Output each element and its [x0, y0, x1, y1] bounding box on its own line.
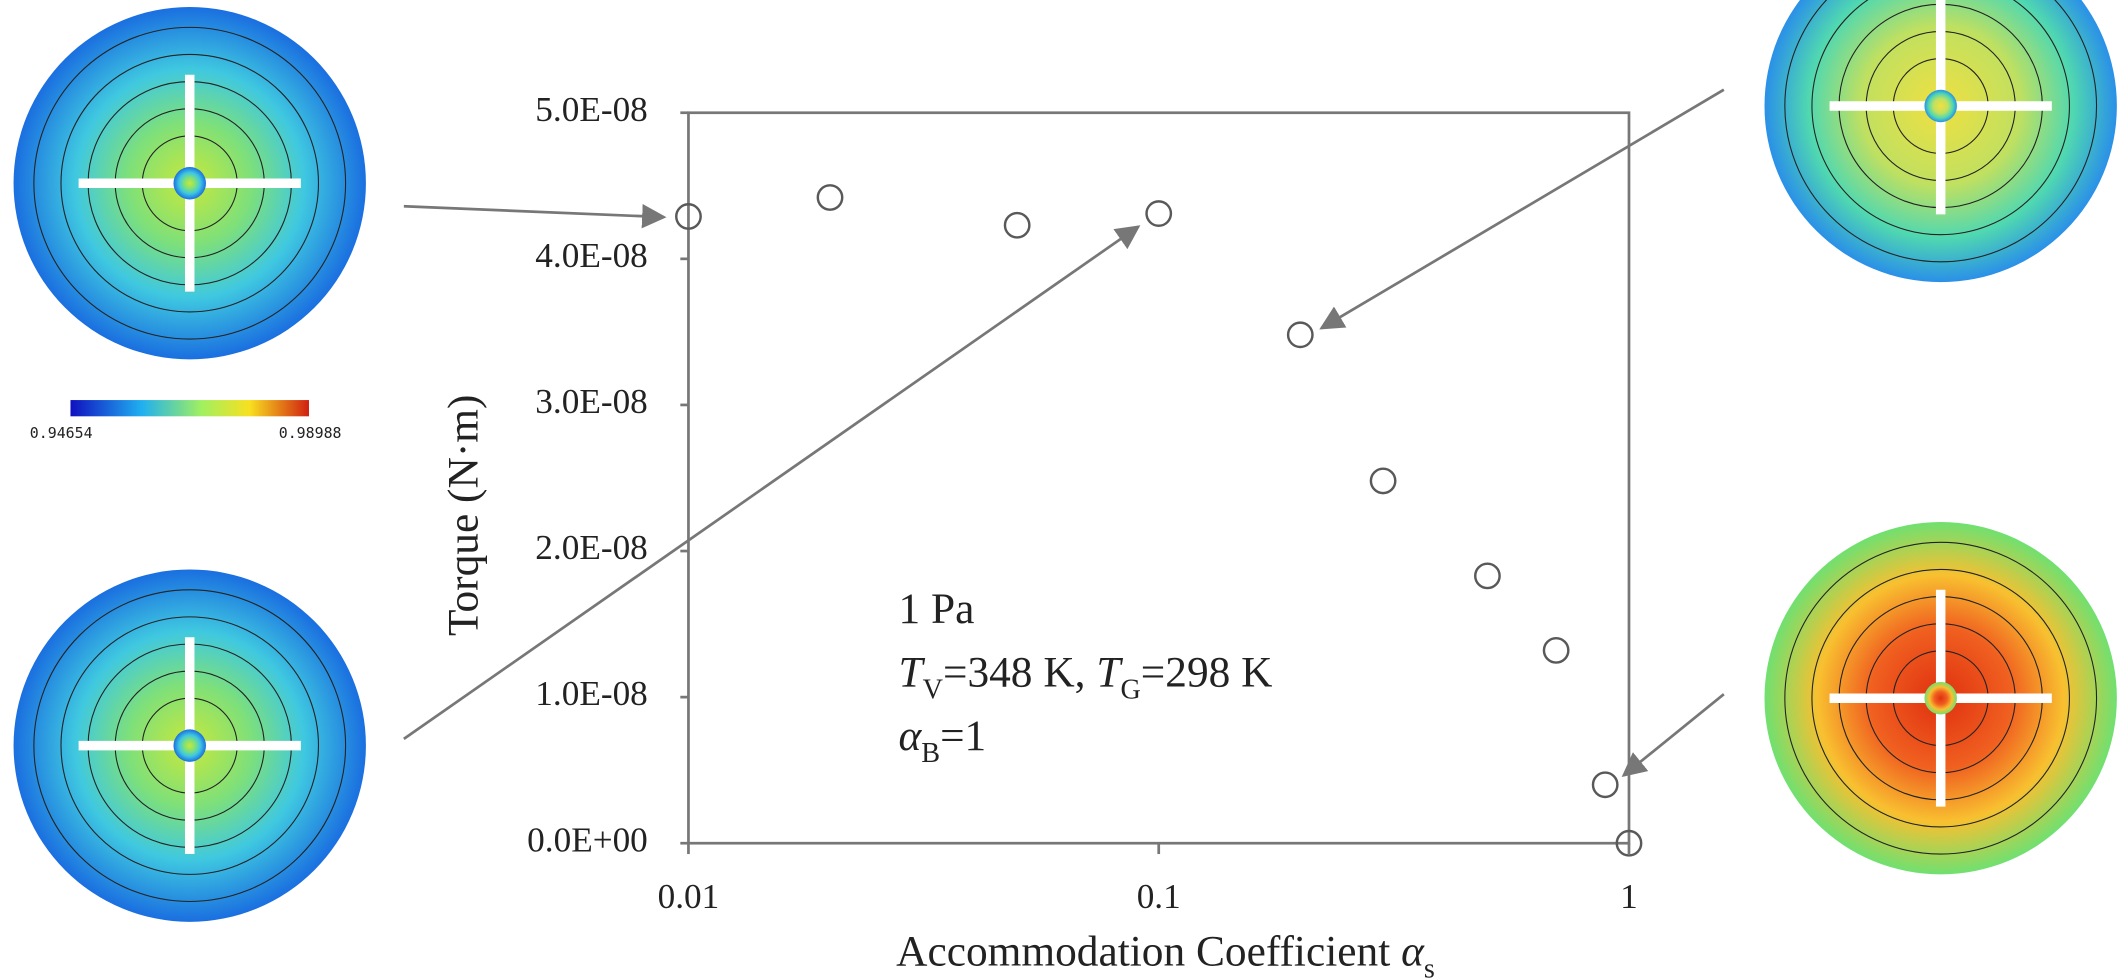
- hub: [1924, 681, 1957, 715]
- annotation-part: =348 K,: [943, 648, 1096, 696]
- contour-map: [13, 569, 366, 922]
- y-tick-label: 4.0E-08: [535, 236, 647, 275]
- x-tick-label: 0.01: [658, 877, 720, 916]
- marker: [675, 203, 702, 230]
- y-tick-label: 5.0E-08: [535, 90, 647, 129]
- plot-frame: [687, 111, 1631, 845]
- marker: [1542, 636, 1570, 664]
- annotation-part: 1 Pa: [899, 585, 975, 633]
- marker: [1474, 562, 1501, 590]
- colorbar-max: 0.98988: [279, 424, 342, 442]
- x-axis-label: Accommodation Coefficient αs: [896, 928, 1435, 979]
- annotation-part: T: [899, 648, 926, 696]
- marker: [1145, 200, 1173, 227]
- annotation-part: T: [1096, 648, 1123, 696]
- annotation-part: =298 K: [1141, 648, 1273, 696]
- annotation-part: G: [1120, 674, 1140, 705]
- contour-maps: [13, 0, 2117, 922]
- contour-map: [1764, 0, 2117, 283]
- marker: [1003, 211, 1031, 239]
- arrow: [1621, 693, 1725, 777]
- arrow: [403, 203, 667, 229]
- y-axis-label: Torque (N·m): [440, 395, 488, 636]
- annotation-part: V: [923, 674, 944, 705]
- marker: [816, 184, 844, 211]
- y-tick-label: 3.0E-08: [535, 382, 647, 421]
- x-axis-label-part: Accommodation Coefficient: [896, 928, 1401, 976]
- y-tick-label: 0.0E+00: [527, 820, 648, 859]
- contour: [33, 26, 347, 340]
- x-axis-label-part: α: [1401, 928, 1425, 976]
- x-axis-label-part: s: [1424, 954, 1435, 979]
- marker: [1286, 321, 1314, 349]
- hub: [173, 729, 206, 762]
- colorbar: [70, 400, 309, 417]
- annotation: αB=1: [899, 712, 987, 769]
- contour: [1784, 0, 2098, 263]
- annotation: 1 Pa: [899, 585, 975, 633]
- contour: [60, 616, 320, 875]
- contour: [60, 53, 320, 313]
- arrow: [1319, 88, 1725, 330]
- y-tick-label: 1.0E-08: [535, 674, 647, 713]
- arrows: [403, 88, 1725, 777]
- contour: [33, 589, 347, 903]
- x-tick-label: 0.1: [1137, 877, 1181, 916]
- contour-map: [1764, 522, 2117, 875]
- marker: [1591, 771, 1619, 799]
- annotation-part: B: [921, 738, 940, 769]
- annotation-part: α: [899, 712, 923, 760]
- hub: [173, 166, 206, 200]
- y-tick-label: 2.0E-08: [535, 528, 647, 567]
- x-tick-label: 1: [1620, 877, 1638, 916]
- annotation: TV=348 K, TG=298 K: [899, 648, 1273, 705]
- arrow: [403, 225, 1141, 740]
- marker: [1369, 467, 1397, 495]
- hub: [1924, 89, 1957, 123]
- marker: [1615, 829, 1643, 857]
- contour-map: [13, 7, 366, 360]
- colorbar-min: 0.94654: [30, 424, 93, 442]
- contour: [1811, 0, 2070, 236]
- contour: [1811, 568, 2070, 828]
- contour: [1784, 541, 2098, 855]
- annotation-part: =1: [940, 712, 986, 760]
